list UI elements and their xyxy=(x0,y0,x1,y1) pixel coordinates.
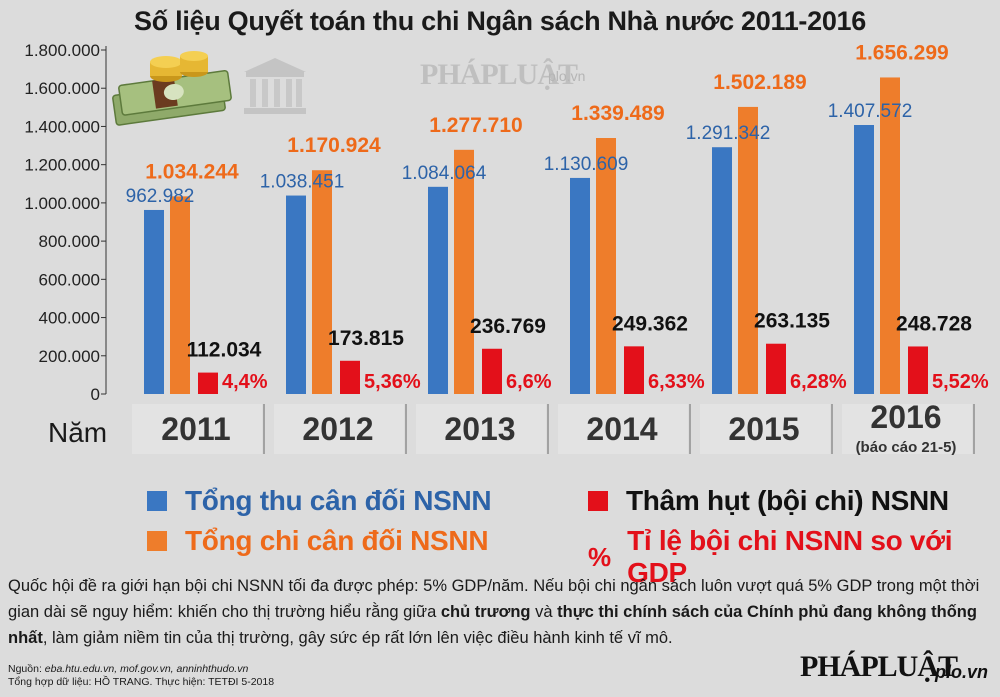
revenue-bar xyxy=(712,147,732,394)
chart-title: Số liệu Quyết toán thu chi Ngân sách Nhà… xyxy=(134,6,866,36)
watermark-site: plo.vn xyxy=(548,68,586,84)
note-text-1: Quốc hội đề ra giới hạn bội chi NSNN tối… xyxy=(8,577,980,621)
source-sites: eba.htu.edu.vn, mof.gov.vn, anninhthudo.… xyxy=(44,663,249,675)
legend-ratio-label: Tỉ lệ bội chi NSNN so với GDP xyxy=(627,525,953,588)
deficit-bar xyxy=(482,348,502,394)
x-category-label: 2011 xyxy=(161,411,230,447)
credit-line: Tổng hợp dữ liệu: HỒ TRANG. Thực hiện: T… xyxy=(8,676,275,688)
x-axis-title: Năm xyxy=(48,417,107,448)
source-label: Nguồn: xyxy=(8,663,45,675)
revenue-value-label: 1.130.609 xyxy=(544,154,629,175)
y-tick-label: 1.600.000 xyxy=(24,79,100,98)
y-tick-label: 400.000 xyxy=(39,309,100,328)
category-panel xyxy=(842,404,972,454)
legend-expenditure-label: Tổng chi cân đối NSNN xyxy=(185,525,489,556)
deficit-bar xyxy=(624,346,644,394)
legend-ratio: % Tỉ lệ bội chi NSNN so với GDP xyxy=(588,525,1000,589)
deficit-value-label: 263.135 xyxy=(754,310,830,333)
cash-stack-icon xyxy=(112,69,232,126)
deficit-value-label: 112.034 xyxy=(187,339,262,362)
category-panel xyxy=(416,404,546,454)
deficit-value-label: 236.769 xyxy=(470,315,546,338)
source-line: Nguồn: eba.htu.edu.vn, mof.gov.vn, annin… xyxy=(8,663,274,676)
category-panel xyxy=(700,404,830,454)
note-text-3: , làm giảm niềm tin của thị trường, gây … xyxy=(42,629,673,647)
deficit-gdp-ratio-label: 5,36% xyxy=(364,371,421,393)
deficit-gdp-ratio-label: 4,4% xyxy=(222,371,268,393)
x-category-label: 2012 xyxy=(302,411,373,447)
y-tick-label: 1.800.000 xyxy=(24,41,100,60)
revenue-value-label: 1.038.451 xyxy=(260,172,345,193)
note-text-2: và xyxy=(530,603,558,621)
deficit-gdp-ratio-label: 6,6% xyxy=(506,371,552,393)
expenditure-value-label: 1.502.189 xyxy=(713,71,806,94)
expenditure-value-label: 1.656.299 xyxy=(855,41,948,64)
deficit-value-label: 173.815 xyxy=(328,327,404,350)
legend-expenditure: Tổng chi cân đối NSNN xyxy=(147,525,489,557)
expenditure-bar xyxy=(596,138,616,394)
explanatory-note: Quốc hội đề ra giới hạn bội chi NSNN tối… xyxy=(8,573,993,651)
legend-deficit: Thâm hụt (bội chi) NSNN xyxy=(588,485,949,517)
deficit-gdp-ratio-label: 6,33% xyxy=(648,371,705,393)
source-credits: Nguồn: eba.htu.edu.vn, mof.gov.vn, annin… xyxy=(8,663,274,689)
legend-deficit-swatch xyxy=(588,491,608,511)
x-category-label: 2014 xyxy=(586,411,657,447)
deficit-gdp-ratio-label: 6,28% xyxy=(790,371,847,393)
x-category-label: 2016 xyxy=(870,399,941,435)
y-tick-label: 800.000 xyxy=(39,232,100,251)
expenditure-bar xyxy=(738,106,758,395)
category-panel xyxy=(274,404,404,454)
revenue-bar xyxy=(428,186,448,394)
deficit-value-label: 248.728 xyxy=(896,312,972,335)
building-icon xyxy=(244,58,306,114)
y-tick-label: 1.000.000 xyxy=(24,194,100,213)
y-tick-label: 600.000 xyxy=(39,270,100,289)
category-panel xyxy=(132,404,262,454)
revenue-value-label: 1.291.342 xyxy=(686,123,771,144)
note-bold-2: thực thi chính sách của Chính phủ đang k… xyxy=(8,603,977,647)
expenditure-value-label: 1.034.244 xyxy=(145,160,239,183)
y-tick-label: 200.000 xyxy=(39,347,100,366)
expenditure-value-label: 1.339.489 xyxy=(571,102,664,125)
revenue-bar xyxy=(144,209,164,394)
revenue-bar xyxy=(286,195,306,394)
legend-deficit-label: Thâm hụt (bội chi) NSNN xyxy=(626,485,949,516)
deficit-bar xyxy=(340,360,360,394)
legend-percent-icon: % xyxy=(588,541,612,572)
publisher-logo: PHÁPLUẬT xyxy=(800,650,958,683)
legend-expenditure-swatch xyxy=(147,531,167,551)
expenditure-bar xyxy=(312,170,332,394)
deficit-value-label: 249.362 xyxy=(612,312,688,335)
category-panel xyxy=(558,404,688,454)
y-tick-label: 1.200.000 xyxy=(24,156,100,175)
deficit-bar xyxy=(766,343,786,394)
deficit-bar xyxy=(908,346,928,394)
revenue-bar xyxy=(570,177,590,394)
x-category-sublabel: (báo cáo 21-5) xyxy=(856,439,957,456)
legend-revenue-swatch xyxy=(147,491,167,511)
watermark-brand: PHÁPLUẬT xyxy=(420,58,578,91)
expenditure-value-label: 1.277.710 xyxy=(429,114,522,137)
gold-coins-icon xyxy=(150,51,208,82)
note-bold-1: chủ trương xyxy=(440,603,531,621)
revenue-value-label: 1.407.572 xyxy=(828,101,913,122)
revenue-value-label: 1.084.064 xyxy=(402,163,487,184)
y-tick-label: 1.400.000 xyxy=(24,117,100,136)
expenditure-bar xyxy=(880,77,900,394)
deficit-gdp-ratio-label: 5,52% xyxy=(932,371,989,393)
money-illustration xyxy=(112,51,232,126)
expenditure-bar xyxy=(454,149,474,394)
x-category-label: 2013 xyxy=(444,411,515,447)
y-tick-label: 0 xyxy=(91,385,100,404)
revenue-bar xyxy=(854,124,874,395)
budget-bar-chart: 1.800.000 1.600.000 1.400.000 1.200.000 1.00… xyxy=(24,41,989,456)
expenditure-bar xyxy=(170,196,190,394)
publisher-site: plo.vn xyxy=(935,662,988,682)
legend-revenue: Tổng thu cân đối NSNN xyxy=(147,485,492,517)
legend-revenue-label: Tổng thu cân đối NSNN xyxy=(185,485,492,516)
expenditure-value-label: 1.170.924 xyxy=(287,134,381,157)
revenue-value-label: 962.982 xyxy=(126,186,195,207)
x-category-label: 2015 xyxy=(728,411,799,447)
deficit-bar xyxy=(198,372,218,394)
